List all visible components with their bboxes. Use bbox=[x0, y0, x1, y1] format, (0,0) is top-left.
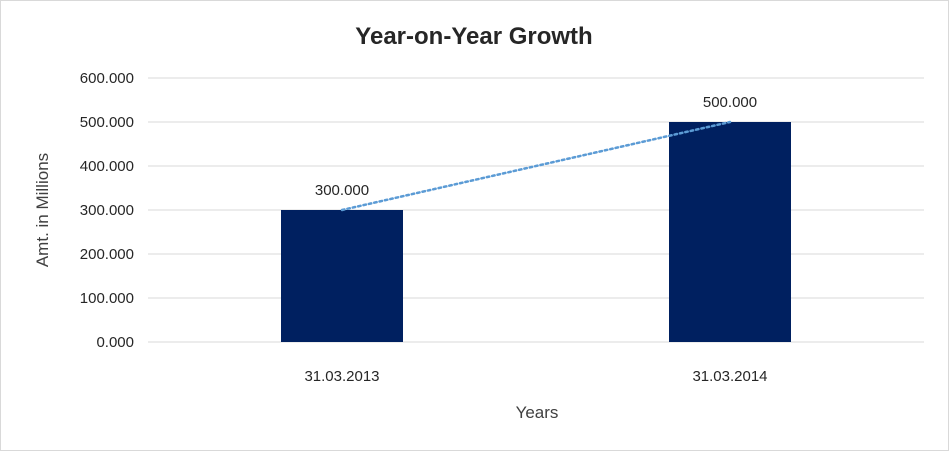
x-tick-label: 31.03.2013 bbox=[304, 368, 379, 385]
bar-31.03.2014 bbox=[669, 122, 791, 342]
y-tick-label: 0.000 bbox=[96, 334, 134, 351]
data-label: 500.000 bbox=[703, 94, 757, 111]
y-tick-label: 100.000 bbox=[80, 290, 134, 307]
y-tick-label: 200.000 bbox=[80, 246, 134, 263]
data-label: 300.000 bbox=[315, 182, 369, 199]
x-axis-title: Years bbox=[516, 403, 559, 422]
bars bbox=[281, 122, 791, 342]
y-tick-label: 400.000 bbox=[80, 158, 134, 175]
trendline bbox=[340, 120, 732, 212]
x-tick-label: 31.03.2014 bbox=[692, 368, 767, 385]
y-tick-label: 600.000 bbox=[80, 70, 134, 87]
y-tick-label: 300.000 bbox=[80, 202, 134, 219]
y-axis-tick-labels: 0.000 100.000 200.000 300.000 400.000 500.000… bbox=[80, 70, 134, 351]
y-axis-title: Amt. in Millions bbox=[33, 153, 52, 267]
chart-title: Year-on-Year Growth bbox=[355, 23, 592, 50]
x-axis-tick-labels: 31.03.2013 31.03.2014 bbox=[304, 368, 767, 385]
data-labels: 300.000 500.000 bbox=[315, 94, 757, 199]
gridlines bbox=[148, 77, 924, 343]
bar-31.03.2013 bbox=[281, 210, 403, 342]
trendline-line bbox=[340, 120, 732, 212]
y-tick-label: 500.000 bbox=[80, 114, 134, 131]
